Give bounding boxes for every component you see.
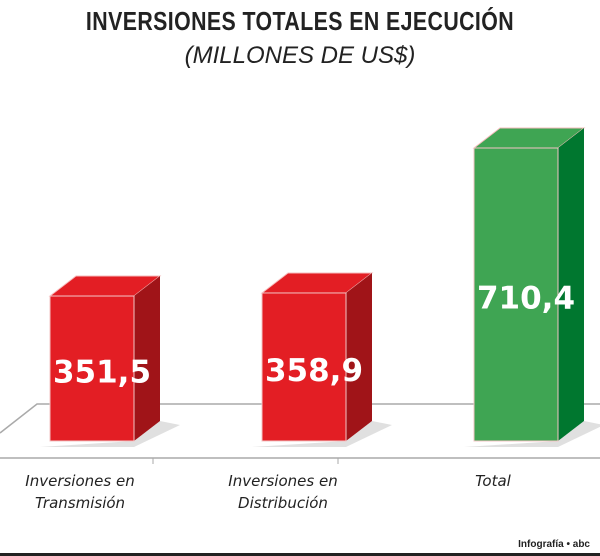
category-label: Inversiones en — [25, 472, 134, 490]
chart-subtitle: (MILLONES DE US$) — [184, 42, 416, 69]
bar-side — [134, 276, 160, 441]
bar-side — [558, 128, 584, 441]
chart-title: INVERSIONES TOTALES EN EJECUCIÓN — [85, 6, 515, 36]
bar-shadow — [464, 421, 600, 447]
category-label: Inversiones en — [228, 472, 337, 490]
bar-value-label: 710,4 — [477, 281, 575, 317]
bar-shadow — [40, 421, 180, 447]
floor-line — [0, 403, 600, 434]
bar-side — [346, 272, 372, 441]
category-label: Transmisión — [35, 494, 125, 512]
bar — [49, 295, 135, 442]
bar-shadow — [252, 421, 392, 447]
bar-value-label: 351,5 — [53, 355, 151, 391]
bar — [261, 292, 347, 442]
bar — [473, 147, 559, 442]
category-label: Total — [475, 472, 512, 490]
bar-value-label: 358,9 — [265, 353, 363, 389]
category-label: Distribución — [238, 494, 328, 512]
bottom-rule — [0, 553, 600, 556]
credit: Infografía • abc — [518, 539, 590, 550]
